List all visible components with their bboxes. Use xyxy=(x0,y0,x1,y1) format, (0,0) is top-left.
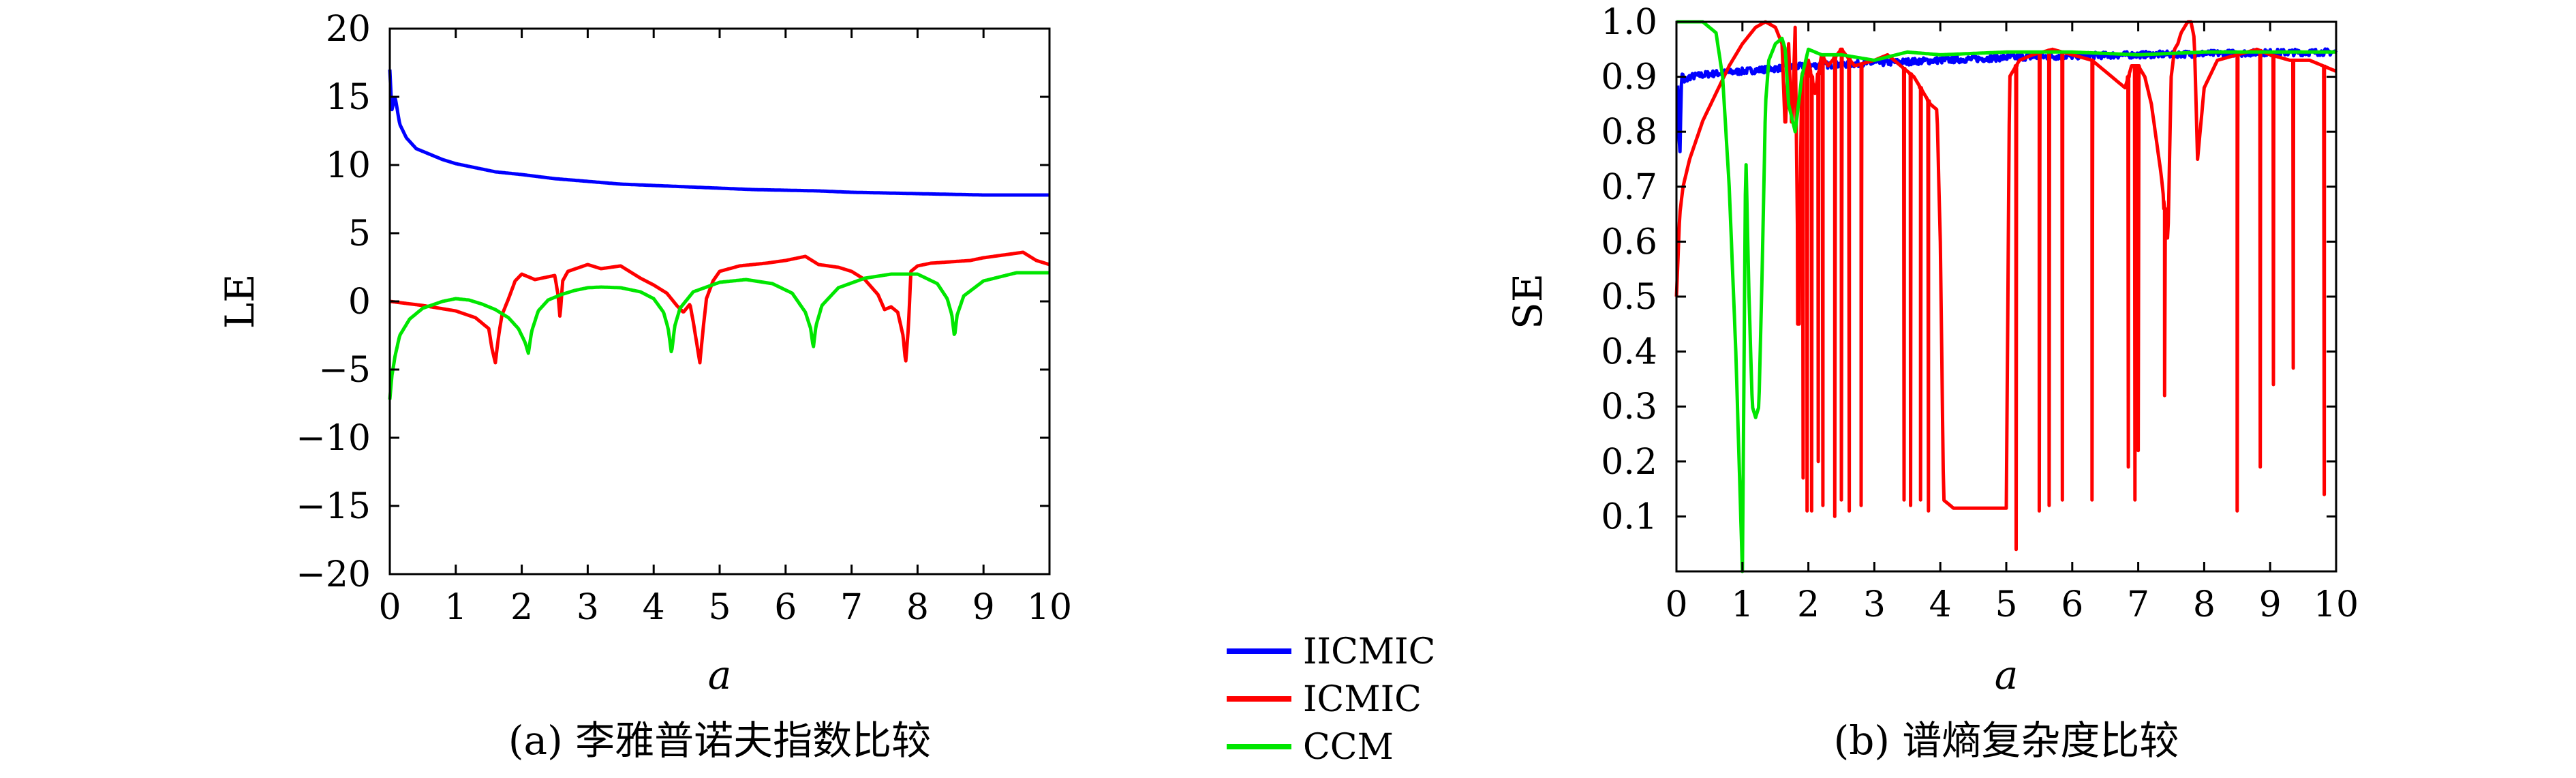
panel-a-y-tick-label: −15 xyxy=(296,486,371,527)
panel-b-x-tick-label: 0 xyxy=(1665,584,1687,625)
panel-a-series-iicmic xyxy=(388,69,1051,197)
legend-label-ccm: CCM xyxy=(1303,727,1394,768)
panel-b-y-tick-label: 1.0 xyxy=(1601,2,1657,43)
legend-label-icmic: ICMIC xyxy=(1303,679,1422,720)
panel-a-plot-frame xyxy=(388,27,1051,575)
panel-a-x-tick-label: 6 xyxy=(774,587,797,628)
panel-a-series-ccm xyxy=(388,271,1051,400)
panel-b-series-ccm xyxy=(1675,20,2337,573)
panel-a-y-tick-label: 10 xyxy=(326,145,371,186)
panel-b-y-tick-label: 0.2 xyxy=(1601,442,1657,483)
panel-a-series-group xyxy=(388,69,1051,400)
panel-b-caption: (b) 谱熵复杂度比较 xyxy=(1834,717,2179,764)
panel-a-x-tick-label: 3 xyxy=(577,587,599,628)
panel-a-y-tick-label: 15 xyxy=(326,77,371,118)
panel-b-x-tick-label: 5 xyxy=(1995,584,2017,625)
panel-a-y-tick-label: −10 xyxy=(296,418,371,459)
legend-label-iicmic: IICMIC xyxy=(1303,631,1435,672)
panel-b-y-tick-label: 0.7 xyxy=(1601,167,1657,208)
panel-a-series-icmic xyxy=(388,250,1051,365)
panel-a-x-tick-label: 7 xyxy=(840,587,863,628)
panel-a-x-tick-label: 5 xyxy=(708,587,731,628)
panel-b-spectral-entropy-chart: 0 1 2 3 4 5 6 7 8 9 10 1.0 0.9 0.8 0.7 0.6 0.5 0.4 0.3 0.2 0… xyxy=(1505,2,2359,764)
panel-a-x-tick-label: 1 xyxy=(444,587,467,628)
panel-b-x-tick-label: 2 xyxy=(1797,584,1820,625)
panel-a-y-tick-label: 0 xyxy=(348,282,371,323)
panel-a-x-tick-label: 0 xyxy=(378,587,401,628)
panel-b-x-tick-label: 6 xyxy=(2061,584,2083,625)
panel-b-series-group xyxy=(1674,20,2338,573)
panel-b-x-tick-label: 4 xyxy=(1929,584,1952,625)
panel-a-lyapunov-chart: 0 1 2 3 4 5 6 7 8 9 10 20 15 10 5 0 −5 −10 −15 −20 LE a (a)… xyxy=(217,9,1072,764)
shared-legend: IICMIC ICMIC CCM xyxy=(1227,631,1435,768)
panel-b-x-tick-label: 7 xyxy=(2127,584,2149,625)
panel-a-x-tick-label: 4 xyxy=(643,587,665,628)
panel-a-x-tick-label: 2 xyxy=(510,587,533,628)
panel-a-ticks: 0 1 2 3 4 5 6 7 8 9 10 20 15 10 5 0 −5 −10 −15 −20 xyxy=(296,9,1072,628)
panel-b-series-icmic xyxy=(1674,20,2337,552)
panel-a-y-tick-label: −5 xyxy=(318,350,371,391)
panel-b-x-tick-label: 9 xyxy=(2259,584,2282,625)
panel-a-x-tick-label: 9 xyxy=(972,587,995,628)
panel-b-y-tick-label: 0.5 xyxy=(1601,277,1657,318)
panel-a-y-tick-label: 20 xyxy=(326,9,371,50)
panel-a-caption: (a) 李雅普诺夫指数比较 xyxy=(508,717,931,764)
panel-b-y-tick-label: 0.3 xyxy=(1601,387,1657,428)
panel-b-y-tick-label: 0.1 xyxy=(1601,496,1657,537)
panel-b-y-tick-label: 0.9 xyxy=(1601,57,1657,98)
panel-b-x-tick-label: 1 xyxy=(1731,584,1753,625)
panel-b-y-tick-label: 0.6 xyxy=(1601,222,1657,263)
panel-a-x-tick-label: 8 xyxy=(906,587,929,628)
panel-b-y-axis-label: SE xyxy=(1505,273,1551,329)
panel-b-x-tick-label: 10 xyxy=(2314,584,2359,625)
panel-a-y-axis-label: LE xyxy=(217,274,263,329)
panel-b-x-tick-label: 3 xyxy=(1863,584,1886,625)
panel-a-x-axis-label: a xyxy=(708,652,732,698)
panel-b-x-axis-label: a xyxy=(1995,652,2019,698)
panel-b-y-tick-label: 0.8 xyxy=(1601,112,1657,153)
panel-b-ticks: 0 1 2 3 4 5 6 7 8 9 10 1.0 0.9 0.8 0.7 0.6 0.5 0.4 0.3 0.2 0… xyxy=(1601,2,2359,625)
panel-a-y-tick-label: 5 xyxy=(348,213,371,254)
panel-a-x-tick-label: 10 xyxy=(1027,587,1072,628)
panel-b-y-tick-label: 0.4 xyxy=(1601,332,1657,373)
panel-a-y-tick-label: −20 xyxy=(296,554,371,595)
panel-b-x-tick-label: 8 xyxy=(2193,584,2215,625)
